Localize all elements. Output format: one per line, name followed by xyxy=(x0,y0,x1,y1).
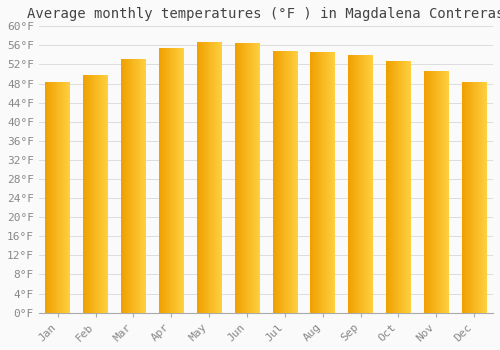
Bar xyxy=(348,55,373,313)
Bar xyxy=(121,59,146,313)
Bar xyxy=(84,75,108,313)
Bar xyxy=(234,43,260,313)
Bar xyxy=(424,72,448,313)
Bar xyxy=(46,83,70,313)
Bar xyxy=(159,48,184,313)
Title: Average monthly temperatures (°F ) in Magdalena Contreras: Average monthly temperatures (°F ) in Ma… xyxy=(27,7,500,21)
Bar xyxy=(197,42,222,313)
Bar xyxy=(272,51,297,313)
Bar xyxy=(310,52,335,313)
Bar xyxy=(386,61,410,313)
Bar xyxy=(462,82,486,313)
